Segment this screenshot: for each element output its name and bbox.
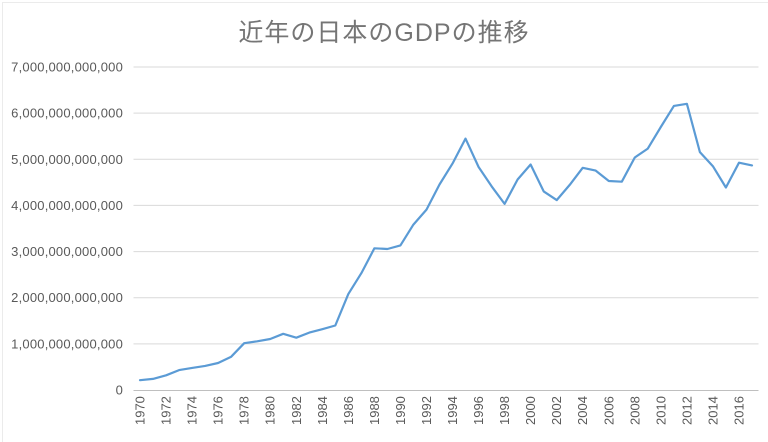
- gdp-series-line: [138, 102, 754, 382]
- x-axis-tick-label: 1980: [263, 396, 278, 425]
- chart-title: 近年の日本のGDPの推移: [238, 19, 530, 47]
- y-axis-tick-label: 5,000,000,000,000: [11, 152, 123, 167]
- x-axis-tick-label: 1996: [471, 396, 486, 425]
- y-axis-tick-label: 6,000,000,000,000: [11, 106, 123, 121]
- y-axis-tick-label: 3,000,000,000,000: [11, 244, 123, 259]
- x-axis-tick-label: 2010: [653, 396, 668, 425]
- y-axis-tick-label: 0: [116, 383, 123, 398]
- x-axis-tick-label: 2014: [705, 396, 720, 425]
- x-axis-tick-label: 1998: [497, 396, 512, 425]
- x-axis-tick-label: 1994: [445, 396, 460, 425]
- x-axis-tick-label: 2004: [575, 396, 590, 425]
- y-axis-tick-label: 1,000,000,000,000: [11, 336, 123, 351]
- x-axis-tick-label: 2002: [549, 396, 564, 425]
- x-axis-tick-label: 1982: [289, 396, 304, 425]
- x-axis-tick-label: 1970: [133, 396, 148, 425]
- x-axis-tick-label: 2012: [679, 396, 694, 425]
- x-axis-tick-label: 1972: [159, 396, 174, 425]
- x-axis-tick-label: 1976: [211, 396, 226, 425]
- x-axis-tick-label: 2016: [731, 396, 746, 425]
- y-axis-tick-label: 2,000,000,000,000: [11, 290, 123, 305]
- x-axis-tick-label: 2006: [601, 396, 616, 425]
- y-axis-tick-label: 4,000,000,000,000: [11, 198, 123, 213]
- x-axis-tick-label: 1974: [185, 396, 200, 425]
- x-axis-tick-label: 1992: [419, 396, 434, 425]
- x-axis-tick-label: 1984: [315, 396, 330, 425]
- x-axis-tick-label: 1990: [393, 396, 408, 425]
- x-axis-tick-label: 2008: [627, 396, 642, 425]
- x-axis-tick-label: 1978: [237, 396, 252, 425]
- x-axis-tick-label: 1988: [367, 396, 382, 425]
- y-axis-tick-label: 7,000,000,000,000: [11, 60, 123, 75]
- x-axis-tick-label: 1986: [341, 396, 356, 425]
- x-axis-tick-label: 2000: [523, 396, 538, 425]
